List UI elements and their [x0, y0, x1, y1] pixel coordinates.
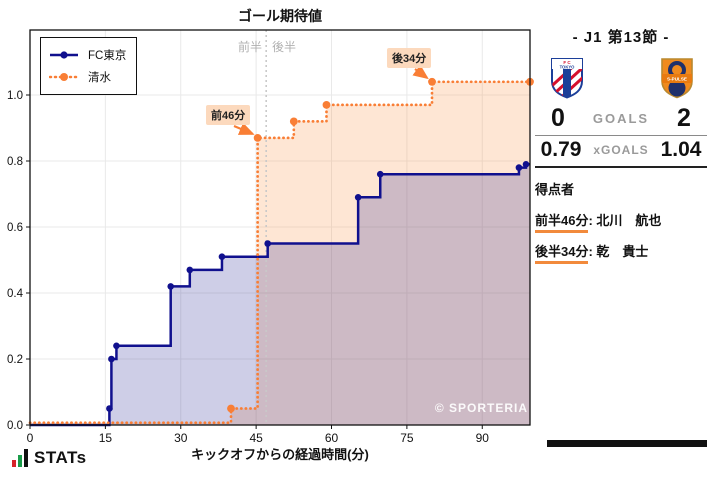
second-half-label: 後半 [272, 40, 297, 54]
stats-logo-text: STATs [34, 448, 87, 467]
goals-label: GOALS [592, 110, 650, 126]
legend-line-dotted-icon [49, 73, 79, 81]
marker-FC東京 [264, 240, 271, 247]
fc-tokyo-badge-icon: F C TOKYO [551, 58, 583, 99]
marker-FC東京 [354, 194, 362, 201]
line-FC東京 [30, 163, 530, 427]
y-tick-label: 0.8 [7, 156, 23, 168]
xgoals-divider [535, 166, 707, 168]
scorer-1-time: 前半46分 [535, 213, 589, 233]
marker-清水 [227, 404, 235, 413]
marker-清水 [428, 77, 436, 86]
x-tick-label: 45 [249, 431, 263, 445]
marker-FC東京 [515, 164, 523, 171]
xgoals-label: xGOALS [593, 143, 649, 157]
marker-FC東京 [106, 405, 113, 412]
marker-清水 [253, 134, 262, 142]
scorer-2-name: : 乾 貴士 [588, 244, 649, 259]
first-half-label: 前半 [237, 40, 262, 54]
annotation-arrow [412, 64, 429, 80]
y-tick-label: 0.6 [7, 222, 23, 234]
sporteria-watermark: © SPORTERIA [434, 401, 528, 415]
legend-row-home: FC東京 [49, 44, 126, 66]
annotation-first-half-goal: 前46分 [206, 105, 251, 125]
x-tick-label: 75 [400, 431, 414, 445]
x-tick-label: 90 [476, 431, 490, 445]
annotation-arrow [233, 122, 255, 135]
marker-清水 [322, 101, 331, 109]
fc-tokyo-badge-text: TOKYO [560, 65, 576, 70]
marker-FC東京 [167, 283, 175, 290]
marker-FC東京 [522, 161, 530, 168]
legend-line-solid-icon [50, 51, 78, 59]
s-pulse-badge-text: S-PULSE [667, 77, 687, 82]
chart-legend: FC東京 清水 [40, 37, 138, 95]
scorer-1-name: : 北川 航也 [588, 213, 662, 228]
scorer-row-1: 前半46分: 北川 航也 [535, 210, 707, 233]
s-pulse-badge-icon: S-PULSE [661, 58, 693, 99]
scorer-row-2: 後半34分: 乾 貴士 [535, 241, 707, 264]
home-xgoals: 0.79 [540, 138, 582, 161]
area-fill-清水 [30, 81, 530, 425]
match-summary-panel: - J1 第13節 - F C TOKYO [535, 26, 707, 264]
marker-FC東京 [218, 253, 226, 261]
chart-title: ゴール期待値 [238, 8, 322, 24]
fc-tokyo-badge-text-top: F C [563, 60, 571, 65]
legend-row-away: 清水 [49, 66, 126, 88]
annotation-second-half-goal: 後34分 [387, 48, 432, 68]
y-tick-label: 0.0 [7, 420, 23, 432]
xgoals-row: 0.79 xGOALS 1.04 [535, 138, 707, 162]
stats-logo: STATs [12, 448, 87, 467]
area-fill-FC東京 [30, 164, 530, 426]
bottom-right-black-bar [547, 440, 707, 447]
x-axis-label: キックオフからの経過時間(分) [191, 447, 369, 462]
y-tick-label: 0.2 [7, 354, 23, 366]
scorer-2-time: 後半34分 [535, 244, 589, 264]
y-tick-label: 0.4 [7, 288, 24, 300]
x-tick-label: 15 [99, 431, 113, 445]
stats-bar-chart-icon [12, 449, 28, 467]
x-tick-label: 60 [325, 431, 339, 445]
goals-divider [535, 135, 707, 136]
legend-label-home: FC東京 [88, 50, 127, 62]
legend-label-away: 清水 [88, 72, 111, 84]
y-tick-label: 1.0 [7, 90, 23, 102]
away-xgoals: 1.04 [660, 138, 702, 161]
marker-FC東京 [376, 170, 384, 178]
scorers-title: 得点者 [535, 182, 575, 197]
x-tick-label: 30 [174, 431, 188, 445]
match-round-title: - J1 第13節 - [572, 29, 670, 46]
marker-FC東京 [108, 355, 115, 363]
goals-row: 0 GOALS 2 [535, 105, 707, 131]
x-tick-label: 0 [27, 431, 34, 445]
marker-FC東京 [113, 342, 120, 350]
home-goals: 0 [551, 104, 565, 132]
xg-step-chart: 0 15 30 45 60 75 90 0.0 0.2 0.4 0.6 0.8 1.0 [7, 29, 534, 445]
marker-FC東京 [186, 266, 194, 274]
team-badges-row: F C TOKYO S-PULSE [535, 57, 707, 99]
away-goals: 2 [677, 104, 691, 132]
marker-清水 [289, 117, 298, 126]
